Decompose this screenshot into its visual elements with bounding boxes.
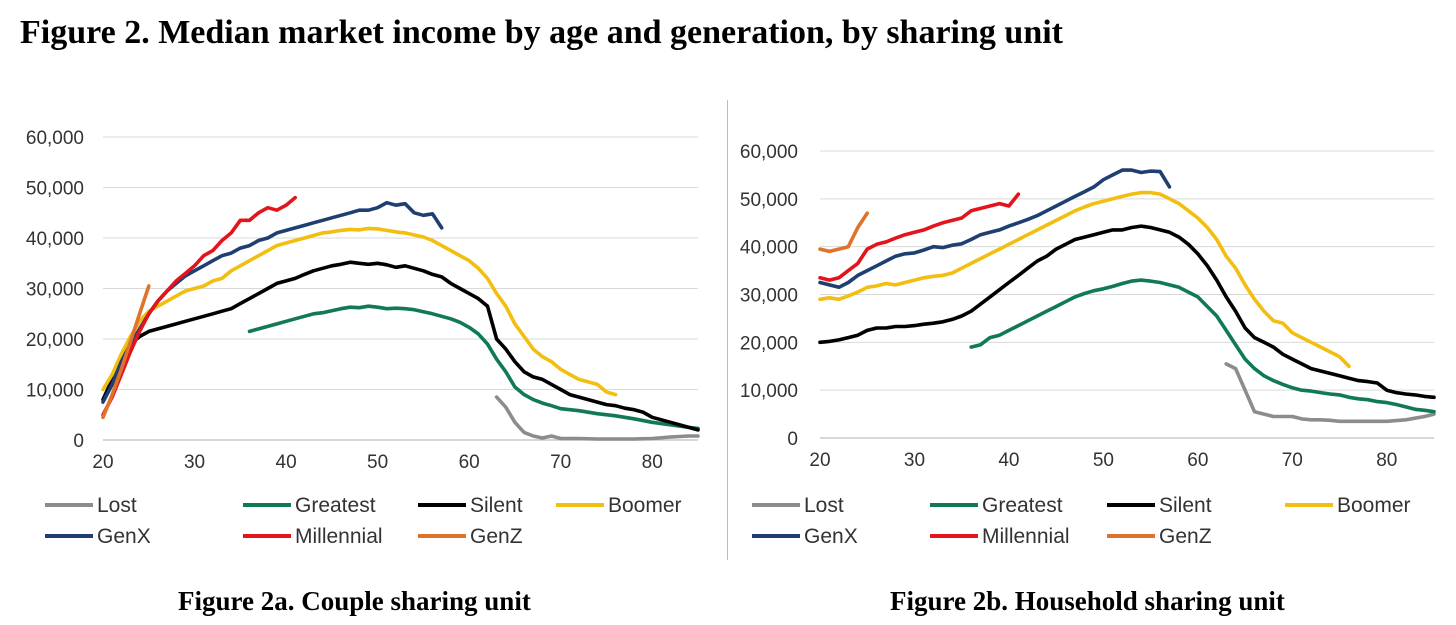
legend-label-boomer: Boomer [1337,494,1411,517]
chart-panel-1: 0 10,000 20,000 30,000 40,000 50,000 60,000 20 3… [26,128,700,548]
y-tick-label: 20,000 [740,333,798,354]
series-line-millennial [101,195,298,417]
series-line-greatest [247,304,700,431]
y-tick-label: 60,000 [740,142,798,163]
legend-label-genz: GenZ [470,525,523,548]
series-line-lost [494,395,700,441]
caption-household: Figure 2b. Household sharing unit [890,586,1285,616]
series-line-lost [1224,362,1436,424]
x-tick-label: 80 [1376,450,1397,471]
series-line-genz [818,211,870,254]
legend-label-silent: Silent [470,494,523,517]
x-tick-label: 70 [550,452,571,473]
series-line-greatest [969,278,1436,414]
x-tick-label: 40 [998,450,1019,471]
x-tick-label: 20 [92,452,113,473]
legend-label-lost: Lost [97,494,137,517]
y-tick-label: 50,000 [740,190,798,211]
legend-label-lost: Lost [804,494,844,517]
y-tick-label: 10,000 [26,381,84,402]
chart-panel-2: 0 10,000 20,000 30,000 40,000 50,000 60,000 20 3… [740,142,1436,548]
legend: Lost Greatest Silent Boomer GenX Millennial Ge… [45,494,682,548]
x-tick-label: 40 [276,452,297,473]
caption-couple: Figure 2a. Couple sharing unit [178,586,531,616]
legend-label-genx: GenX [97,525,151,548]
legend-label-genz: GenZ [1159,525,1212,548]
series-line-boomer [818,190,1351,369]
x-tick-label: 50 [367,452,388,473]
x-tick-label: 60 [1187,450,1208,471]
y-tick-label: 30,000 [740,286,798,307]
series-line-silent [101,260,700,432]
y-tick-label: 20,000 [26,330,84,351]
y-tick-label: 60,000 [26,128,84,149]
figure-title: Figure 2. Median market income by age an… [20,14,1063,51]
legend-label-greatest: Greatest [295,494,376,517]
legend-label-genx: GenX [804,525,858,548]
x-tick-label: 70 [1282,450,1303,471]
x-tick-label: 30 [904,450,925,471]
series-line-silent [818,224,1436,400]
x-tick-label: 20 [809,450,830,471]
panel-divider [727,100,728,560]
series-line-genx [818,168,1172,290]
y-tick-label: 0 [787,429,798,450]
legend-label-millennial: Millennial [982,525,1070,548]
legend: Lost Greatest Silent Boomer GenX Millennial Ge… [752,494,1411,548]
legend-label-boomer: Boomer [608,494,682,517]
legend-label-greatest: Greatest [982,494,1063,517]
x-tick-label: 80 [642,452,663,473]
x-tick-label: 30 [184,452,205,473]
y-tick-label: 0 [73,431,84,452]
y-tick-label: 50,000 [26,179,84,200]
series-line-boomer [101,226,618,397]
y-tick-label: 40,000 [740,238,798,259]
series-line-genz [101,284,151,420]
series-line-millennial [818,192,1021,282]
legend-label-millennial: Millennial [295,525,383,548]
y-tick-label: 10,000 [740,381,798,402]
y-tick-label: 40,000 [26,229,84,250]
legend-label-silent: Silent [1159,494,1212,517]
y-tick-label: 30,000 [26,280,84,301]
x-tick-label: 50 [1093,450,1114,471]
x-tick-label: 60 [459,452,480,473]
